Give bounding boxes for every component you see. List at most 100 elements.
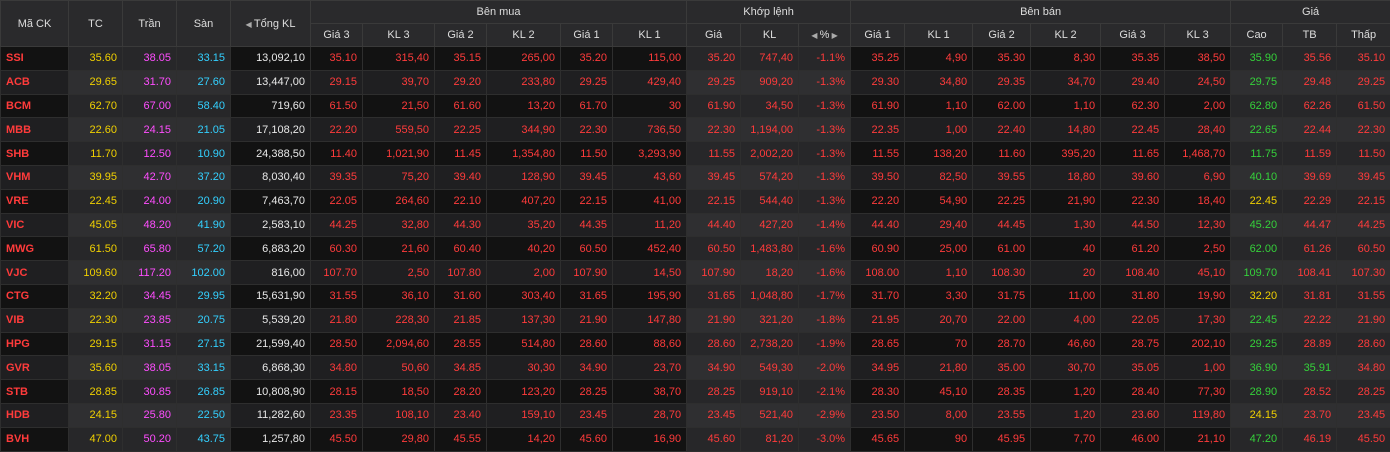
cell: 36,10 [362,283,435,309]
cell: 34,50 [740,93,800,119]
column-label: Giá [705,29,723,41]
cell: -3.0% [798,426,852,452]
column-header: Thấp [1336,23,1390,47]
column-label: Giá 2 [447,29,474,41]
cell: 39,70 [362,69,435,95]
cell: 35.05 [1100,355,1166,381]
cell: 60.50 [686,236,742,262]
cell: 1,20 [1030,402,1102,428]
cell: 65.80 [122,236,177,262]
column-label: KL 3 [1186,29,1209,41]
cell: 195,90 [611,283,688,309]
cell: 22.30 [1100,188,1166,214]
cell: 60.50 [560,236,613,262]
cell: 22.15 [1336,188,1390,214]
cell: 31.60 [434,283,487,309]
cell: 39.69 [1282,164,1338,190]
cell: -1.3% [798,117,852,143]
cell: 36.90 [1230,355,1284,381]
cell: 43,60 [611,164,688,190]
cell: 60.30 [310,236,363,262]
cell: 34.85 [434,355,487,381]
cell: 31.81 [1282,283,1338,309]
column-label: Giá 1 [864,29,891,41]
cell: 35.60 [68,46,123,71]
cell: 44.47 [1282,212,1338,238]
ticker: BVH [0,426,69,452]
cell: 46.19 [1282,426,1338,452]
cell: 147,80 [611,307,688,333]
cell: 7,463,70 [230,188,311,214]
cell: 559,50 [362,117,435,143]
cell: 8,00 [904,402,974,428]
cell: 115,00 [611,46,688,71]
cell: 30 [611,93,688,119]
cell: 22.22 [1282,307,1338,333]
cell: 108.30 [972,260,1032,285]
cell: 1,20 [1030,379,1102,404]
cell: 82,50 [904,164,974,190]
cell: -1.3% [798,188,852,214]
cell: 44.40 [850,212,906,238]
cell: 67.00 [122,93,177,119]
cell: 22.60 [68,117,123,143]
cell: 2,002,20 [740,141,800,166]
cell: 28.40 [1100,379,1166,404]
cell: 40.10 [1230,164,1284,190]
cell: -1.3% [798,93,852,119]
ticker: SHB [0,141,69,166]
ticker: VIC [0,212,69,238]
cell: 17,108,20 [230,117,311,143]
cell: 22.45 [1100,117,1166,143]
cell: 22.25 [972,188,1032,214]
cell: 29.15 [310,69,363,95]
cell: 23.35 [310,402,363,428]
cell: 549,30 [740,355,800,381]
cell: 1,257,80 [230,426,311,452]
cell: 28.15 [310,379,363,404]
cell: 12.50 [122,141,177,166]
cell: 46,60 [1030,331,1102,357]
cell: 29.48 [1282,69,1338,95]
cell: 107.80 [434,260,487,285]
cell: 20.75 [176,307,231,333]
cell: 28.65 [850,331,906,357]
ticker: SSI [0,46,69,71]
cell: 452,40 [611,236,688,262]
cell: 28.20 [434,379,487,404]
cell: 11.45 [434,141,487,166]
column-header: Cao [1230,23,1284,47]
cell: 23.55 [972,402,1032,428]
cell: 33.15 [176,355,231,381]
cell: 23.45 [560,402,613,428]
column-label: TB [1302,29,1317,41]
cell: 32,80 [362,212,435,238]
cell: 23.45 [686,402,742,428]
cell: 1,483,80 [740,236,800,262]
cell: 29.25 [686,69,742,95]
cell: 128,90 [486,164,561,190]
cell: 45.95 [972,426,1032,452]
cell: 2,00 [486,260,561,285]
cell: 13,447,00 [230,69,311,95]
cell: 45.50 [1336,426,1390,452]
cell: 315,40 [362,46,435,71]
cell: 34,70 [1030,69,1102,95]
cell: 2,50 [1164,236,1232,262]
cell: 20.90 [176,188,231,214]
cell: 736,50 [611,117,688,143]
cell: 45.50 [310,426,363,452]
cell: 22.10 [434,188,487,214]
cell: 28.75 [1100,331,1166,357]
cell: 31.65 [560,283,613,309]
cell: 28.25 [686,379,742,404]
cell: 14,20 [486,426,561,452]
cell: 38.05 [122,355,177,381]
ticker: HPG [0,331,69,357]
cell: 29,80 [362,426,435,452]
ticker: MBB [0,117,69,143]
cell: 44.45 [972,212,1032,238]
ticker: BCM [0,93,69,119]
cell: 22.15 [560,188,613,214]
cell: 21,90 [1030,188,1102,214]
